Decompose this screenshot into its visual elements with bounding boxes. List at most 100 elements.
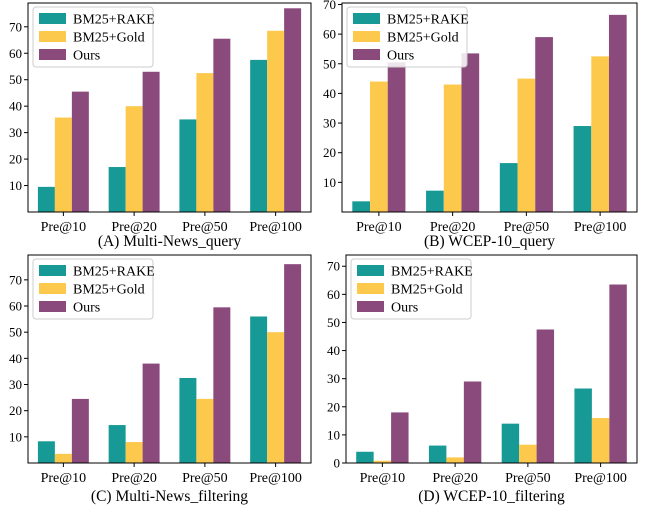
bar [108, 167, 126, 212]
x-tick-label: Pre@50 [182, 220, 228, 235]
y-tick-label: 30 [323, 116, 336, 131]
x-tick-label: Pre@50 [504, 220, 550, 235]
legend-swatch [39, 31, 66, 42]
bar [37, 441, 55, 463]
bar [267, 332, 285, 463]
y-tick-label: 0 [334, 456, 341, 471]
x-tick-label: Pre@50 [182, 471, 228, 486]
bar [591, 56, 609, 212]
bar [387, 62, 406, 212]
x-tick-label: Pre@100 [249, 471, 302, 486]
bar [443, 84, 462, 212]
chart-panel: Pre@10 Pre@20 Pre@50 Pre@100 10 20 30 40 50 60 70 B… [323, 0, 638, 250]
bar [267, 30, 285, 213]
bar [428, 445, 447, 463]
x-tick-label: Pre@20 [432, 471, 478, 486]
legend-swatch [39, 49, 66, 60]
legend-label: Ours [73, 301, 100, 316]
legend-label: Ours [387, 49, 414, 64]
legend-swatch [353, 31, 380, 42]
legend-label: BM25+RAKE [391, 265, 473, 280]
x-tick-label: Pre@100 [574, 471, 627, 486]
x-tick-label: Pre@50 [505, 471, 551, 486]
bar [54, 453, 72, 463]
legend-label: BM25+Gold [73, 31, 145, 46]
chart-panel: Pre@10 Pre@20 Pre@50 Pre@100 10 20 30 40 50 60 70 B… [9, 2, 312, 250]
bar [446, 457, 464, 463]
y-tick-label: 40 [9, 351, 22, 366]
y-tick-label: 10 [323, 175, 336, 190]
axes-frame [341, 2, 638, 213]
legend-label: Ours [391, 301, 418, 316]
axes-frame [27, 254, 312, 464]
bar [461, 53, 480, 213]
bar [179, 119, 197, 212]
bar [536, 329, 555, 463]
legend-swatch [39, 301, 66, 312]
legend-swatch [357, 265, 384, 276]
y-tick-label: 70 [323, 0, 336, 12]
x-tick-label: Pre@20 [111, 220, 157, 235]
x-tick-label: Pre@100 [249, 220, 302, 235]
chart-caption: (A) Multi-News_query [98, 233, 242, 250]
bar [196, 73, 214, 212]
bar [179, 377, 197, 463]
chart-caption: (B) WCEP-10_query [424, 233, 555, 250]
y-tick-label: 20 [327, 399, 340, 414]
legend-swatch [357, 301, 384, 312]
axes-frame [345, 254, 638, 464]
chart-caption: (D) WCEP-10_filtering [418, 488, 565, 505]
bar [108, 425, 126, 463]
y-tick-label: 30 [327, 371, 340, 386]
x-tick-label: Pre@20 [430, 220, 476, 235]
chart-panel: Pre@10 Pre@20 Pre@50 Pre@100 10 20 30 40 50 60 70 B… [9, 254, 312, 505]
bar [356, 451, 374, 463]
y-tick-label: 20 [323, 145, 336, 160]
bar [501, 423, 520, 463]
bar [213, 38, 231, 212]
chart-panel: Pre@10 Pre@20 Pre@50 Pre@100 0 10 20 30 40 50 60 70… [327, 254, 638, 505]
y-tick-label: 50 [323, 56, 336, 71]
bar [391, 412, 409, 463]
bar [284, 264, 302, 463]
y-tick-label: 10 [9, 178, 22, 193]
bar [573, 126, 592, 212]
legend-swatch [39, 283, 66, 294]
bar [499, 163, 518, 212]
bar [463, 381, 482, 463]
bar [250, 59, 268, 212]
y-tick-label: 40 [323, 86, 336, 101]
y-tick-label: 70 [9, 19, 22, 34]
legend-swatch [39, 13, 66, 24]
y-tick-label: 30 [9, 377, 22, 392]
x-tick-label: Pre@20 [111, 471, 157, 486]
bar [370, 81, 388, 212]
legend-swatch [39, 265, 66, 276]
legend-label: BM25+RAKE [73, 265, 155, 280]
bar [142, 363, 160, 463]
bar [125, 442, 143, 463]
y-tick-label: 70 [9, 272, 22, 287]
y-tick-label: 40 [9, 99, 22, 114]
legend-swatch [353, 49, 380, 60]
legend-label: BM25+RAKE [73, 13, 155, 28]
chart-caption: (C) Multi-News_filtering [91, 488, 248, 505]
bar [125, 106, 143, 212]
legend-swatch [353, 13, 380, 24]
bar [426, 190, 444, 212]
legend-swatch [357, 283, 384, 294]
legend-label: BM25+Gold [391, 283, 463, 298]
bar [519, 444, 537, 463]
legend-label: BM25+Gold [387, 31, 459, 46]
axes-frame [27, 2, 312, 213]
y-tick-label: 60 [9, 46, 22, 61]
y-tick-label: 10 [327, 427, 340, 442]
y-tick-label: 20 [9, 152, 22, 167]
y-tick-label: 20 [9, 403, 22, 418]
y-tick-label: 60 [323, 27, 336, 42]
y-tick-label: 50 [9, 325, 22, 340]
legend-label: BM25+RAKE [387, 13, 469, 28]
y-tick-label: 50 [9, 72, 22, 87]
bar [284, 8, 302, 213]
